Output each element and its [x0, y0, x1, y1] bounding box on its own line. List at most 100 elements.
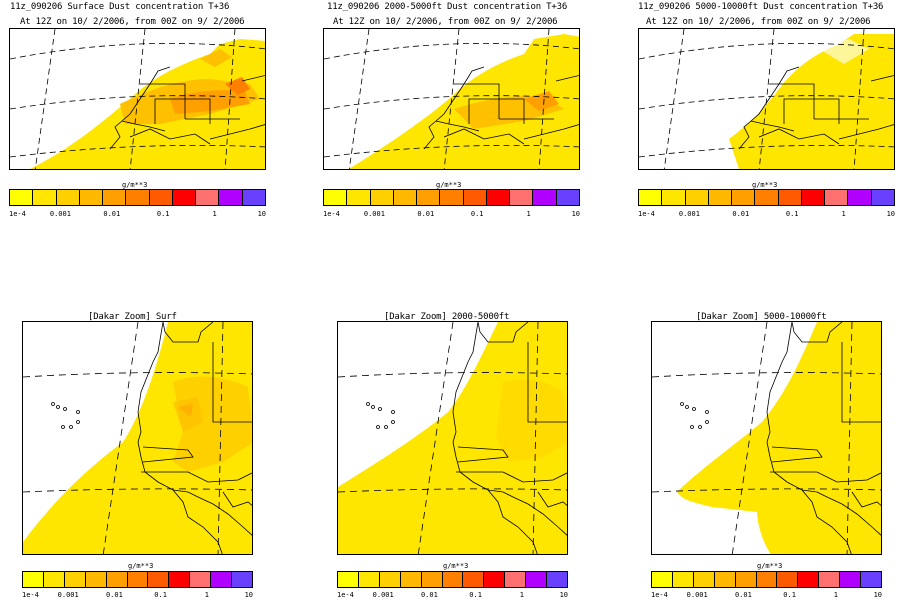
colorbar-swatch: [800, 190, 825, 205]
colorbar-swatch: [776, 572, 798, 587]
colorbar-swatch: [462, 572, 484, 587]
colorbar-tick-label: 0.1: [470, 210, 484, 218]
colorbar-tick-label: 10: [873, 591, 882, 599]
map-canvas: [10, 29, 265, 169]
colorbar-swatch: [105, 572, 127, 587]
colorbar-tick-label: 0.1: [785, 210, 799, 218]
colorbar-swatch: [525, 572, 547, 587]
colorbar-swatch: [171, 190, 196, 205]
dust-map-5000-10000ft: [638, 28, 895, 170]
colorbar-swatch: [148, 190, 172, 205]
colorbar-swatch: [168, 572, 190, 587]
colorbar-swatch: [818, 572, 840, 587]
colorbar-swatch: [731, 190, 755, 205]
colorbar-tick-label: 0.01: [732, 210, 750, 218]
colorbar-swatch: [661, 190, 685, 205]
panel-title: 11z_090206 Surface Dust concentration T+…: [10, 2, 230, 12]
colorbar-swatch: [439, 190, 463, 205]
colorbar-tick-label: 1: [833, 591, 838, 599]
colorbar-tick-label: 1: [204, 591, 209, 599]
colorbar-swatch: [509, 190, 533, 205]
colorbar: [323, 189, 580, 206]
colorbar-tick-label: 0.001: [57, 591, 79, 599]
colorbar-swatch: [684, 190, 708, 205]
colorbar-swatch: [392, 190, 417, 205]
colorbar-swatch: [126, 572, 148, 587]
dust-map-zoom-2000-5000ft: [337, 321, 568, 555]
map-canvas: [652, 322, 881, 554]
colorbar-swatch: [346, 190, 370, 205]
map-canvas: [23, 322, 252, 554]
dust-map-surface: [9, 28, 266, 170]
colorbar-tick-label: 10: [257, 210, 266, 218]
colorbar-tick-label: 0.001: [678, 210, 700, 218]
colorbar-swatch: [734, 572, 756, 587]
dust-map-2000-5000ft: [323, 28, 580, 170]
colorbar-swatch: [420, 572, 442, 587]
colorbar-swatch: [824, 190, 848, 205]
colorbar-swatch: [78, 190, 103, 205]
colorbar-tick-label: 1e-4: [9, 210, 26, 218]
colorbar-swatch: [754, 190, 778, 205]
colorbar-tick-label: 0.1: [154, 591, 167, 599]
colorbar-swatch: [210, 572, 232, 587]
colorbar-swatch: [23, 572, 43, 587]
colorbar-swatch: [32, 190, 56, 205]
map-canvas: [338, 322, 567, 554]
colorbar-swatch: [532, 190, 556, 205]
colorbar-swatch: [870, 190, 894, 205]
colorbar-swatch: [777, 190, 801, 205]
colorbar-swatch: [847, 190, 871, 205]
colorbar-tick-label: 10: [571, 210, 580, 218]
colorbar-tick-label: 0.01: [105, 591, 123, 599]
colorbar-tick-label: 0.1: [783, 591, 796, 599]
colorbar-swatch: [797, 572, 819, 587]
colorbar-tick-label: 0.01: [420, 591, 438, 599]
colorbar-swatch: [84, 572, 106, 587]
colorbar-swatch: [671, 572, 693, 587]
panel-subtitle: At 12Z on 10/ 2/2006, from 00Z on 9/ 2/2…: [20, 17, 245, 27]
colorbar-swatch: [483, 572, 505, 587]
colorbar-swatch: [147, 572, 169, 587]
colorbar-tick-label: 0.1: [156, 210, 170, 218]
colorbar: [22, 571, 253, 588]
colorbar-swatch: [707, 190, 732, 205]
colorbar-tick-label: 0.001: [49, 210, 71, 218]
colorbar-swatch: [55, 190, 79, 205]
colorbar-swatch: [241, 190, 265, 205]
colorbar-swatch: [546, 572, 567, 587]
colorbar: [638, 189, 895, 206]
colorbar-swatch: [42, 572, 64, 587]
colorbar-tick-label: 1: [519, 591, 524, 599]
colorbar-swatch: [555, 190, 579, 205]
colorbar-tick-label: 0.1: [469, 591, 482, 599]
colorbar-tick-label: 0.01: [734, 591, 752, 599]
panel-title: 11z_090206 2000-5000ft Dust concentratio…: [327, 2, 568, 12]
dust-map-zoom-5000-10000ft: [651, 321, 882, 555]
colorbar-tick-label: 10: [559, 591, 568, 599]
map-canvas: [324, 29, 579, 169]
colorbar-tick-label: 1e-4: [22, 591, 39, 599]
colorbar-tick-label: 0.001: [686, 591, 708, 599]
colorbar-swatch: [324, 190, 347, 205]
colorbar-tick-label: 1: [526, 210, 531, 218]
colorbar-tick-label: 1e-4: [337, 591, 354, 599]
colorbar-unit: g/m**3: [128, 562, 154, 570]
colorbar-tick-label: 0.001: [363, 210, 385, 218]
colorbar-unit: g/m**3: [752, 181, 778, 189]
colorbar-tick-label: 0.01: [417, 210, 435, 218]
colorbar-swatch: [713, 572, 735, 587]
colorbar-swatch: [441, 572, 463, 587]
panel-title: [Dakar Zoom] 2000-5000ft: [384, 312, 510, 322]
colorbar-tick-label: 1e-4: [323, 210, 340, 218]
colorbar-swatch: [504, 572, 526, 587]
map-canvas: [639, 29, 894, 169]
colorbar-swatch: [10, 190, 33, 205]
colorbar-tick-label: 10: [886, 210, 895, 218]
panel-title: [Dakar Zoom] 5000-10000ft: [696, 312, 827, 322]
colorbar-swatch: [125, 190, 149, 205]
colorbar-swatch: [839, 572, 861, 587]
colorbar: [337, 571, 568, 588]
colorbar-swatch: [231, 572, 252, 587]
colorbar-swatch: [218, 190, 242, 205]
